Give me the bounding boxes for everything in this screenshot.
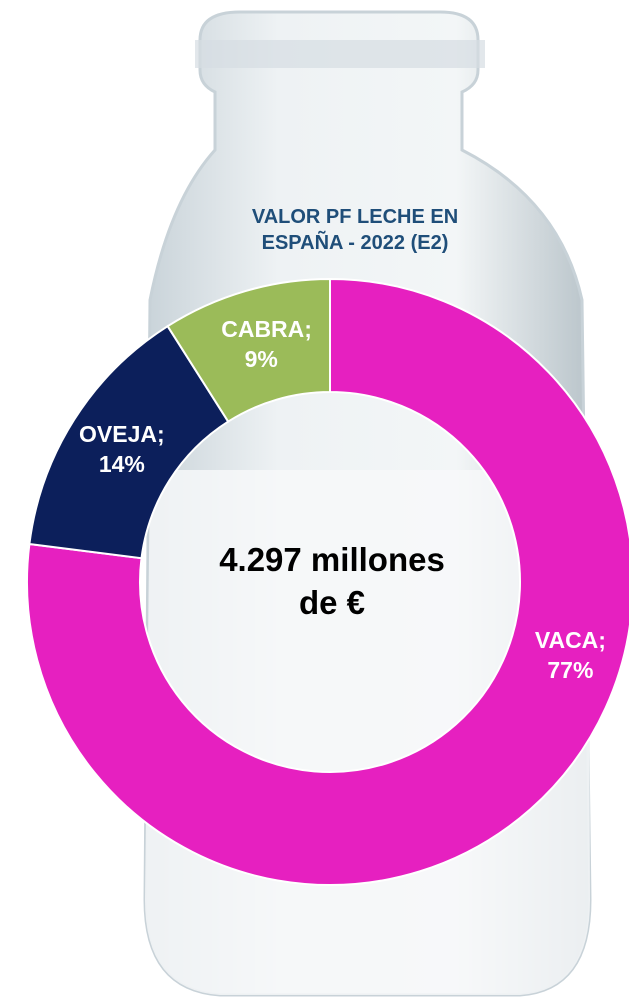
chart: VALOR PF LECHE EN ESPAÑA - 2022 (E2) 4.2… xyxy=(0,0,629,1006)
data-label: VACA; 77% xyxy=(530,626,610,686)
chart-title: VALOR PF LECHE EN ESPAÑA - 2022 (E2) xyxy=(225,204,485,256)
data-label: CABRA; 9% xyxy=(221,315,301,375)
center-label: 4.297 millones de € xyxy=(197,539,467,625)
bottle-illustration xyxy=(0,0,629,1006)
bottle-rim xyxy=(195,40,485,68)
data-label: OVEJA; 14% xyxy=(72,420,172,480)
